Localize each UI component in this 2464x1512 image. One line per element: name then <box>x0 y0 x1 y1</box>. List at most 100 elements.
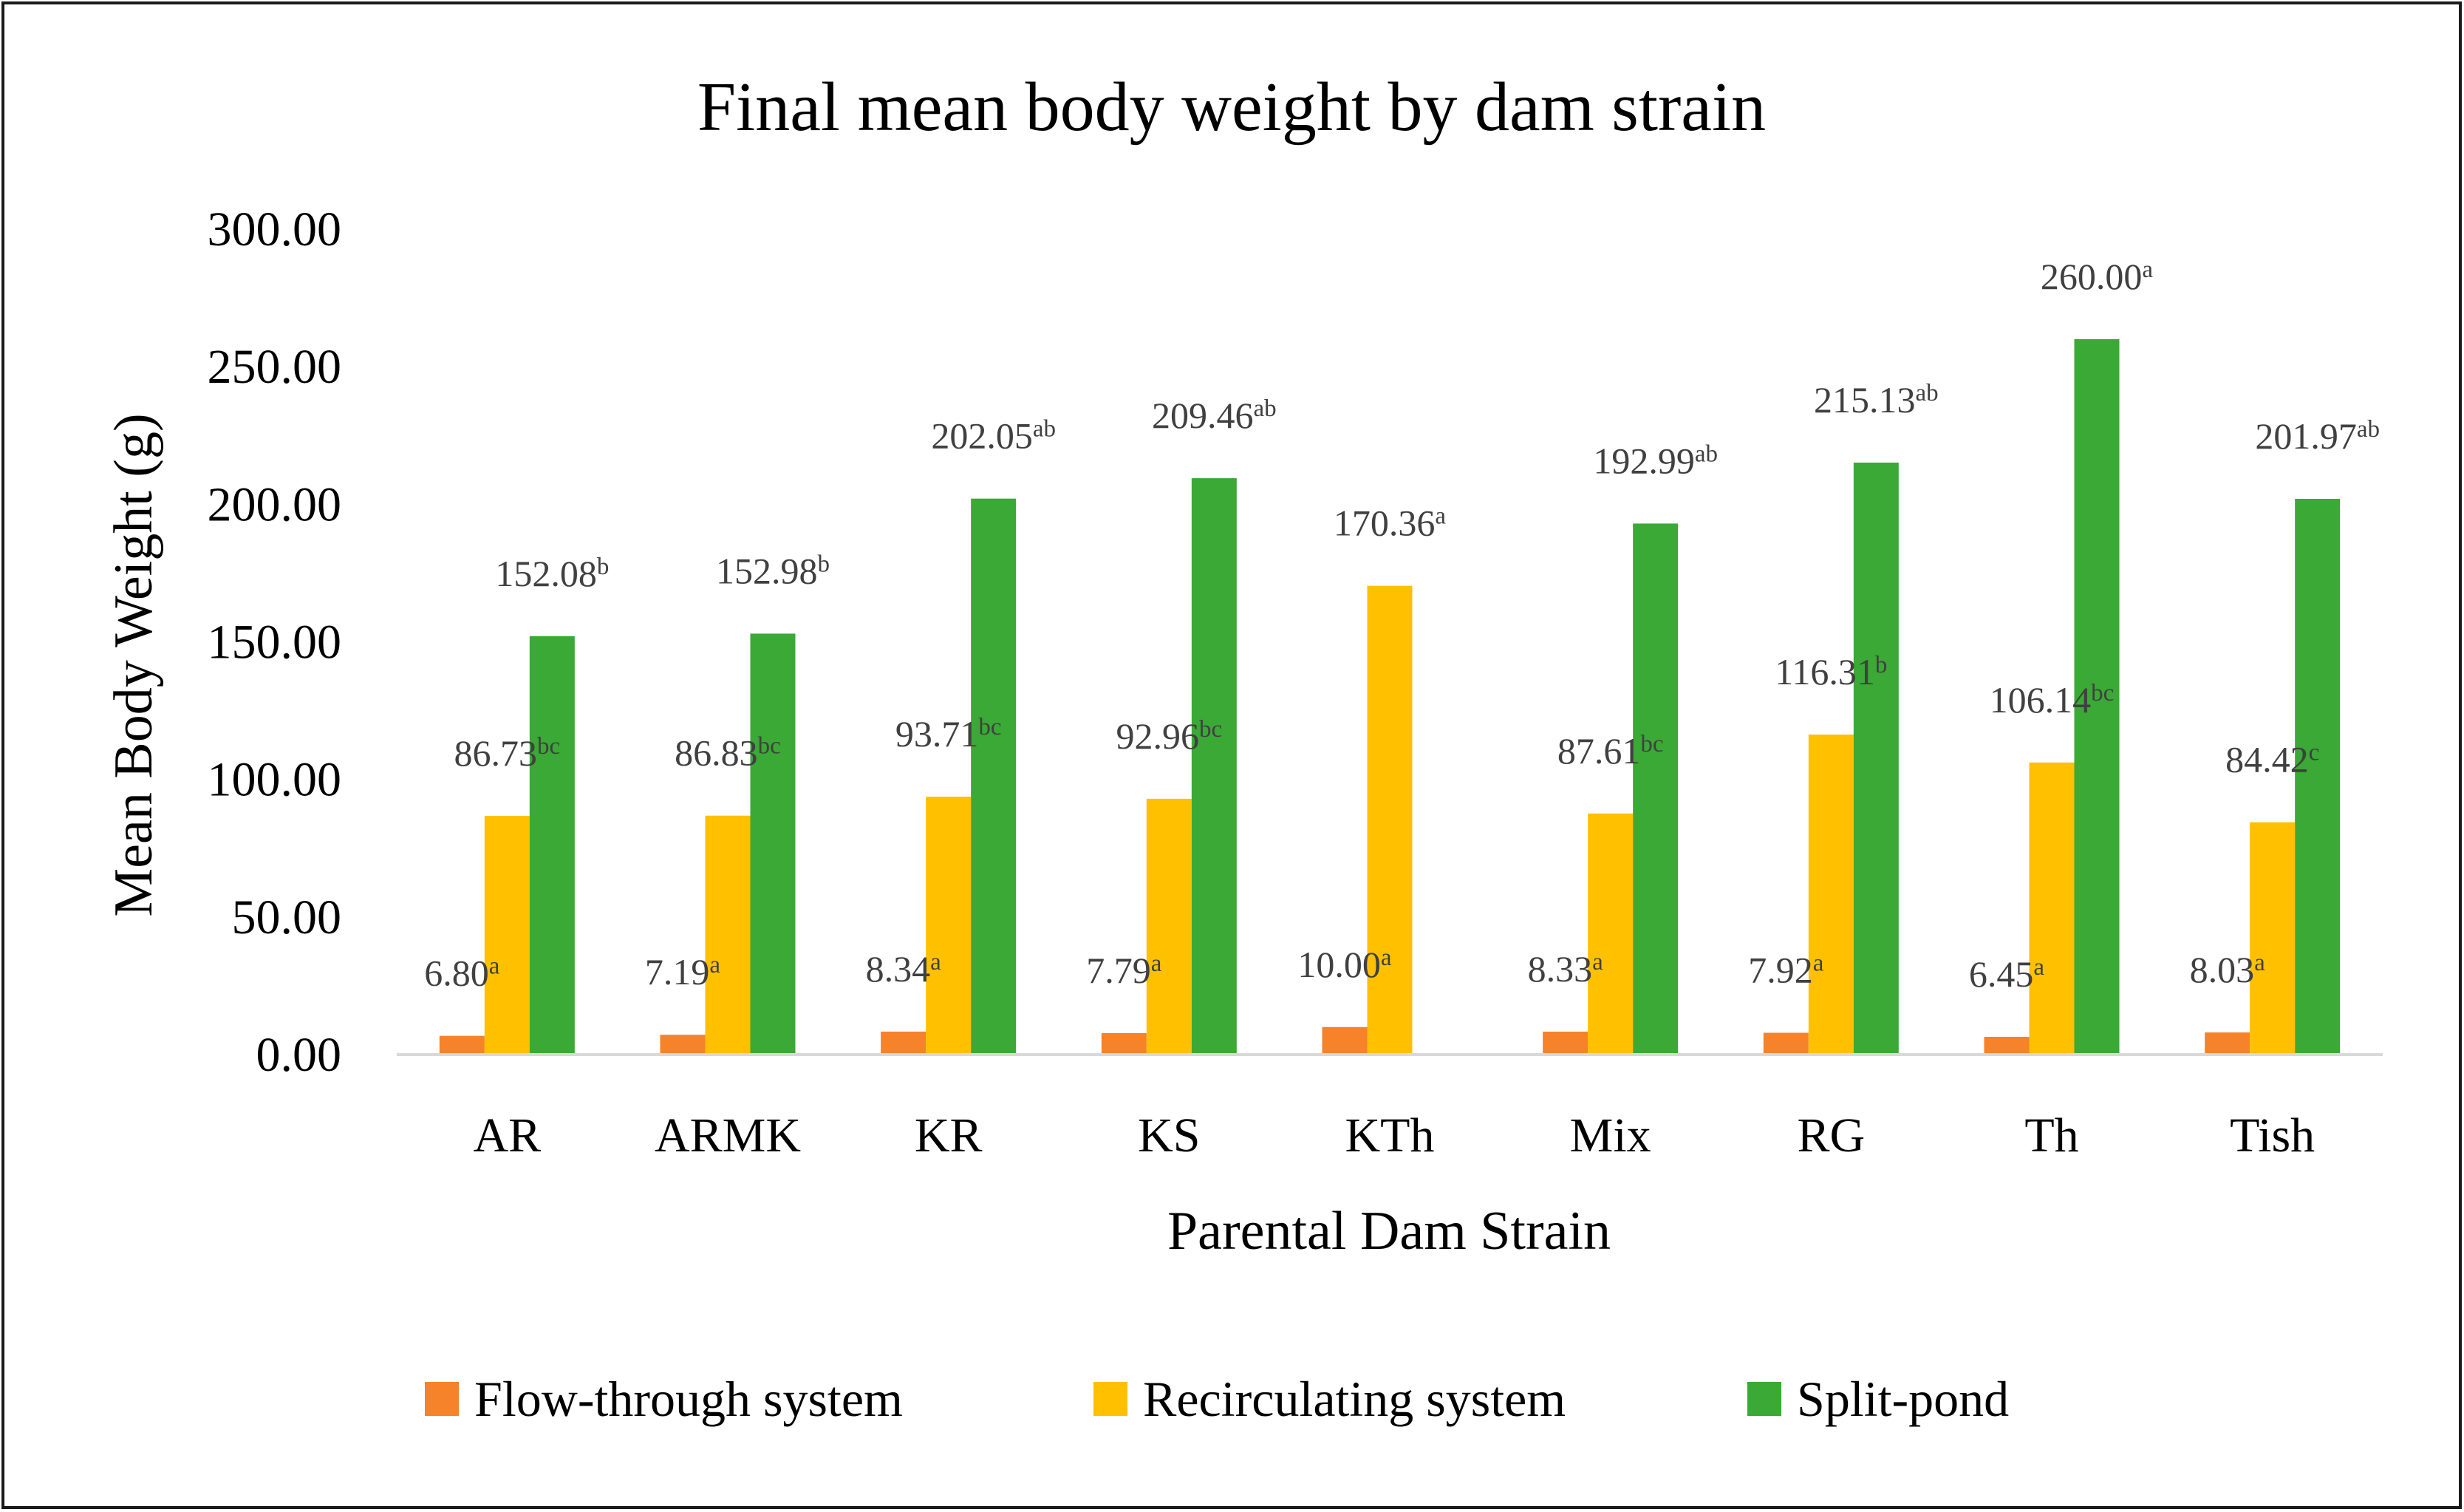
data-label-letter: a <box>489 953 500 980</box>
data-label-value: 106.14 <box>1990 679 2092 721</box>
data-label: 84.42c <box>2225 739 2319 780</box>
x-tick-label: RG <box>1797 1109 1865 1162</box>
data-label-value: 215.13 <box>1814 379 1916 420</box>
data-label-letter: b <box>1875 652 1888 678</box>
x-tick-label: KS <box>1138 1109 1200 1162</box>
data-label-letter: a <box>1435 503 1446 530</box>
bar-flow-through-system-ks <box>1101 1032 1147 1055</box>
bar-split-pond-ks <box>1191 478 1237 1055</box>
data-label-value: 6.80 <box>424 953 489 994</box>
data-label: 8.33a <box>1528 948 1604 990</box>
data-label-value: 7.92 <box>1748 950 1813 991</box>
y-axis-ticks: 0.00 50.00 100.00 150.00 200.00 250.00 300.00 <box>208 202 342 1082</box>
data-label: 260.00a <box>2041 256 2154 297</box>
data-label: 7.19a <box>645 951 721 992</box>
data-label-letter: a <box>2142 256 2153 283</box>
data-label: 8.03a <box>2190 949 2266 990</box>
bar-flow-through-system-mix <box>1543 1031 1588 1055</box>
data-label: 170.36a <box>1334 503 1447 544</box>
data-label-value: 8.33 <box>1528 948 1593 990</box>
bar-recirculating-system-rg <box>1808 734 1854 1055</box>
bar-flow-through-system-th <box>1984 1036 2030 1055</box>
data-label-letter: ab <box>1254 395 1277 422</box>
data-label-letter: ab <box>1695 440 1718 467</box>
data-label-value: 92.96 <box>1116 715 1200 757</box>
bar-split-pond-ar <box>529 636 575 1055</box>
data-label-value: 84.42 <box>2225 739 2309 780</box>
bar-flow-through-system-tish <box>2205 1032 2250 1055</box>
bar-flow-through-system-kr <box>881 1031 926 1055</box>
data-label-value: 152.08 <box>495 553 597 594</box>
data-label-value: 10.00 <box>1297 944 1381 985</box>
data-label: 116.31b <box>1775 651 1887 692</box>
bar-recirculating-system-ks <box>1146 798 1192 1055</box>
data-label-value: 209.46 <box>1152 395 1254 436</box>
data-label: 7.79a <box>1086 950 1162 991</box>
legend-swatch <box>1747 1382 1781 1416</box>
bar-split-pond-rg <box>1853 462 1899 1055</box>
x-tick-label: ARMK <box>655 1109 801 1162</box>
bar-flow-through-system-rg <box>1763 1032 1809 1055</box>
data-label-letter: bc <box>1199 716 1222 743</box>
y-axis-title: Mean Body Weight (g) <box>103 413 164 916</box>
data-label: 86.73bc <box>454 732 561 774</box>
data-label-letter: a <box>930 949 941 975</box>
data-label-letter: ab <box>1916 380 1939 406</box>
data-label-value: 7.79 <box>1086 950 1151 991</box>
data-label-value: 260.00 <box>2041 256 2143 297</box>
data-label-letter: a <box>709 952 720 978</box>
bar-split-pond-th <box>2074 338 2120 1055</box>
data-label-letter: a <box>1151 950 1162 977</box>
data-label-letter: a <box>1381 944 1392 971</box>
data-label-value: 86.73 <box>454 732 538 774</box>
x-tick-label: KTh <box>1345 1109 1435 1162</box>
data-labels-group: 6.80a86.73bc152.08b7.19a86.83bc152.98b8.… <box>424 256 2380 995</box>
data-label-value: 201.97 <box>2255 415 2357 457</box>
bar-flow-through-system-kth <box>1322 1026 1368 1055</box>
bar-split-pond-tish <box>2295 498 2341 1055</box>
data-label: 192.99ab <box>1593 440 1718 481</box>
data-label: 152.08b <box>495 553 609 594</box>
data-label-value: 8.34 <box>866 948 931 990</box>
bar-recirculating-system-kr <box>926 797 972 1055</box>
data-label-letter: c <box>2309 740 2320 766</box>
data-label-letter: a <box>2254 950 2265 976</box>
data-label-value: 87.61 <box>1557 730 1641 772</box>
data-label: 6.45a <box>1969 953 2045 995</box>
data-label: 215.13ab <box>1814 379 1939 420</box>
y-tick-label: 300.00 <box>208 202 342 256</box>
data-label: 209.46ab <box>1152 395 1277 436</box>
data-label-value: 86.83 <box>675 732 758 774</box>
data-label-letter: a <box>1813 950 1824 977</box>
data-label-letter: ab <box>2357 416 2380 443</box>
data-label-value: 8.03 <box>2190 949 2255 990</box>
bars-group <box>439 338 2341 1055</box>
data-label-letter: a <box>2033 954 2044 981</box>
y-tick-label: 200.00 <box>208 477 342 531</box>
legend-swatch <box>1093 1382 1127 1416</box>
data-label-letter: b <box>597 554 610 580</box>
bar-recirculating-system-armk <box>705 815 751 1055</box>
bar-flow-through-system-ar <box>439 1035 485 1055</box>
x-axis-title: Parental Dam Strain <box>1167 1201 1611 1261</box>
bar-recirculating-system-tish <box>2250 822 2296 1055</box>
bar-split-pond-mix <box>1633 523 1679 1055</box>
data-label-value: 93.71 <box>895 713 979 755</box>
data-label-letter: bc <box>758 733 781 760</box>
data-label-letter: bc <box>537 733 560 760</box>
y-tick-label: 0.00 <box>256 1028 342 1082</box>
bar-recirculating-system-th <box>2029 762 2075 1055</box>
legend-swatch <box>425 1382 459 1416</box>
data-label: 8.34a <box>866 948 942 990</box>
bar-split-pond-kr <box>971 498 1017 1055</box>
data-label-letter: b <box>818 551 830 577</box>
y-tick-label: 50.00 <box>232 890 342 944</box>
data-label-letter: a <box>1592 949 1603 975</box>
data-label: 92.96bc <box>1116 715 1223 757</box>
legend-label: Flow-through system <box>474 1371 903 1427</box>
data-label-value: 170.36 <box>1334 503 1436 544</box>
data-label: 7.92a <box>1748 950 1824 991</box>
x-tick-label: Tish <box>2230 1109 2315 1162</box>
data-label: 201.97ab <box>2255 415 2380 457</box>
